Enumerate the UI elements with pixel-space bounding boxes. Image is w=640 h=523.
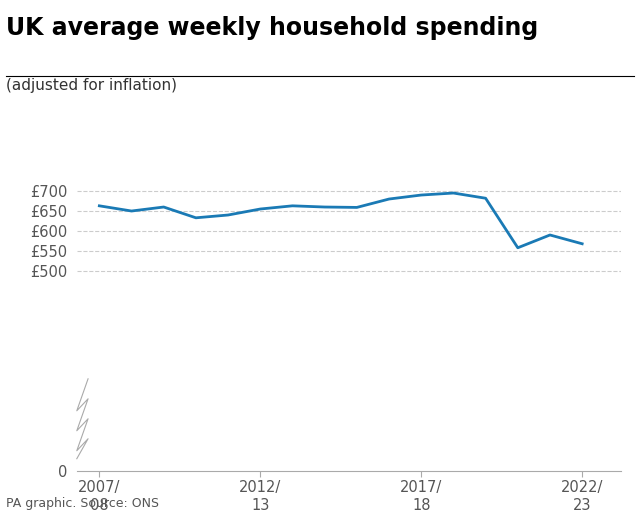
Text: (adjusted for inflation): (adjusted for inflation) bbox=[6, 78, 177, 94]
Text: PA graphic. Source: ONS: PA graphic. Source: ONS bbox=[6, 497, 159, 510]
Text: UK average weekly household spending: UK average weekly household spending bbox=[6, 16, 539, 40]
